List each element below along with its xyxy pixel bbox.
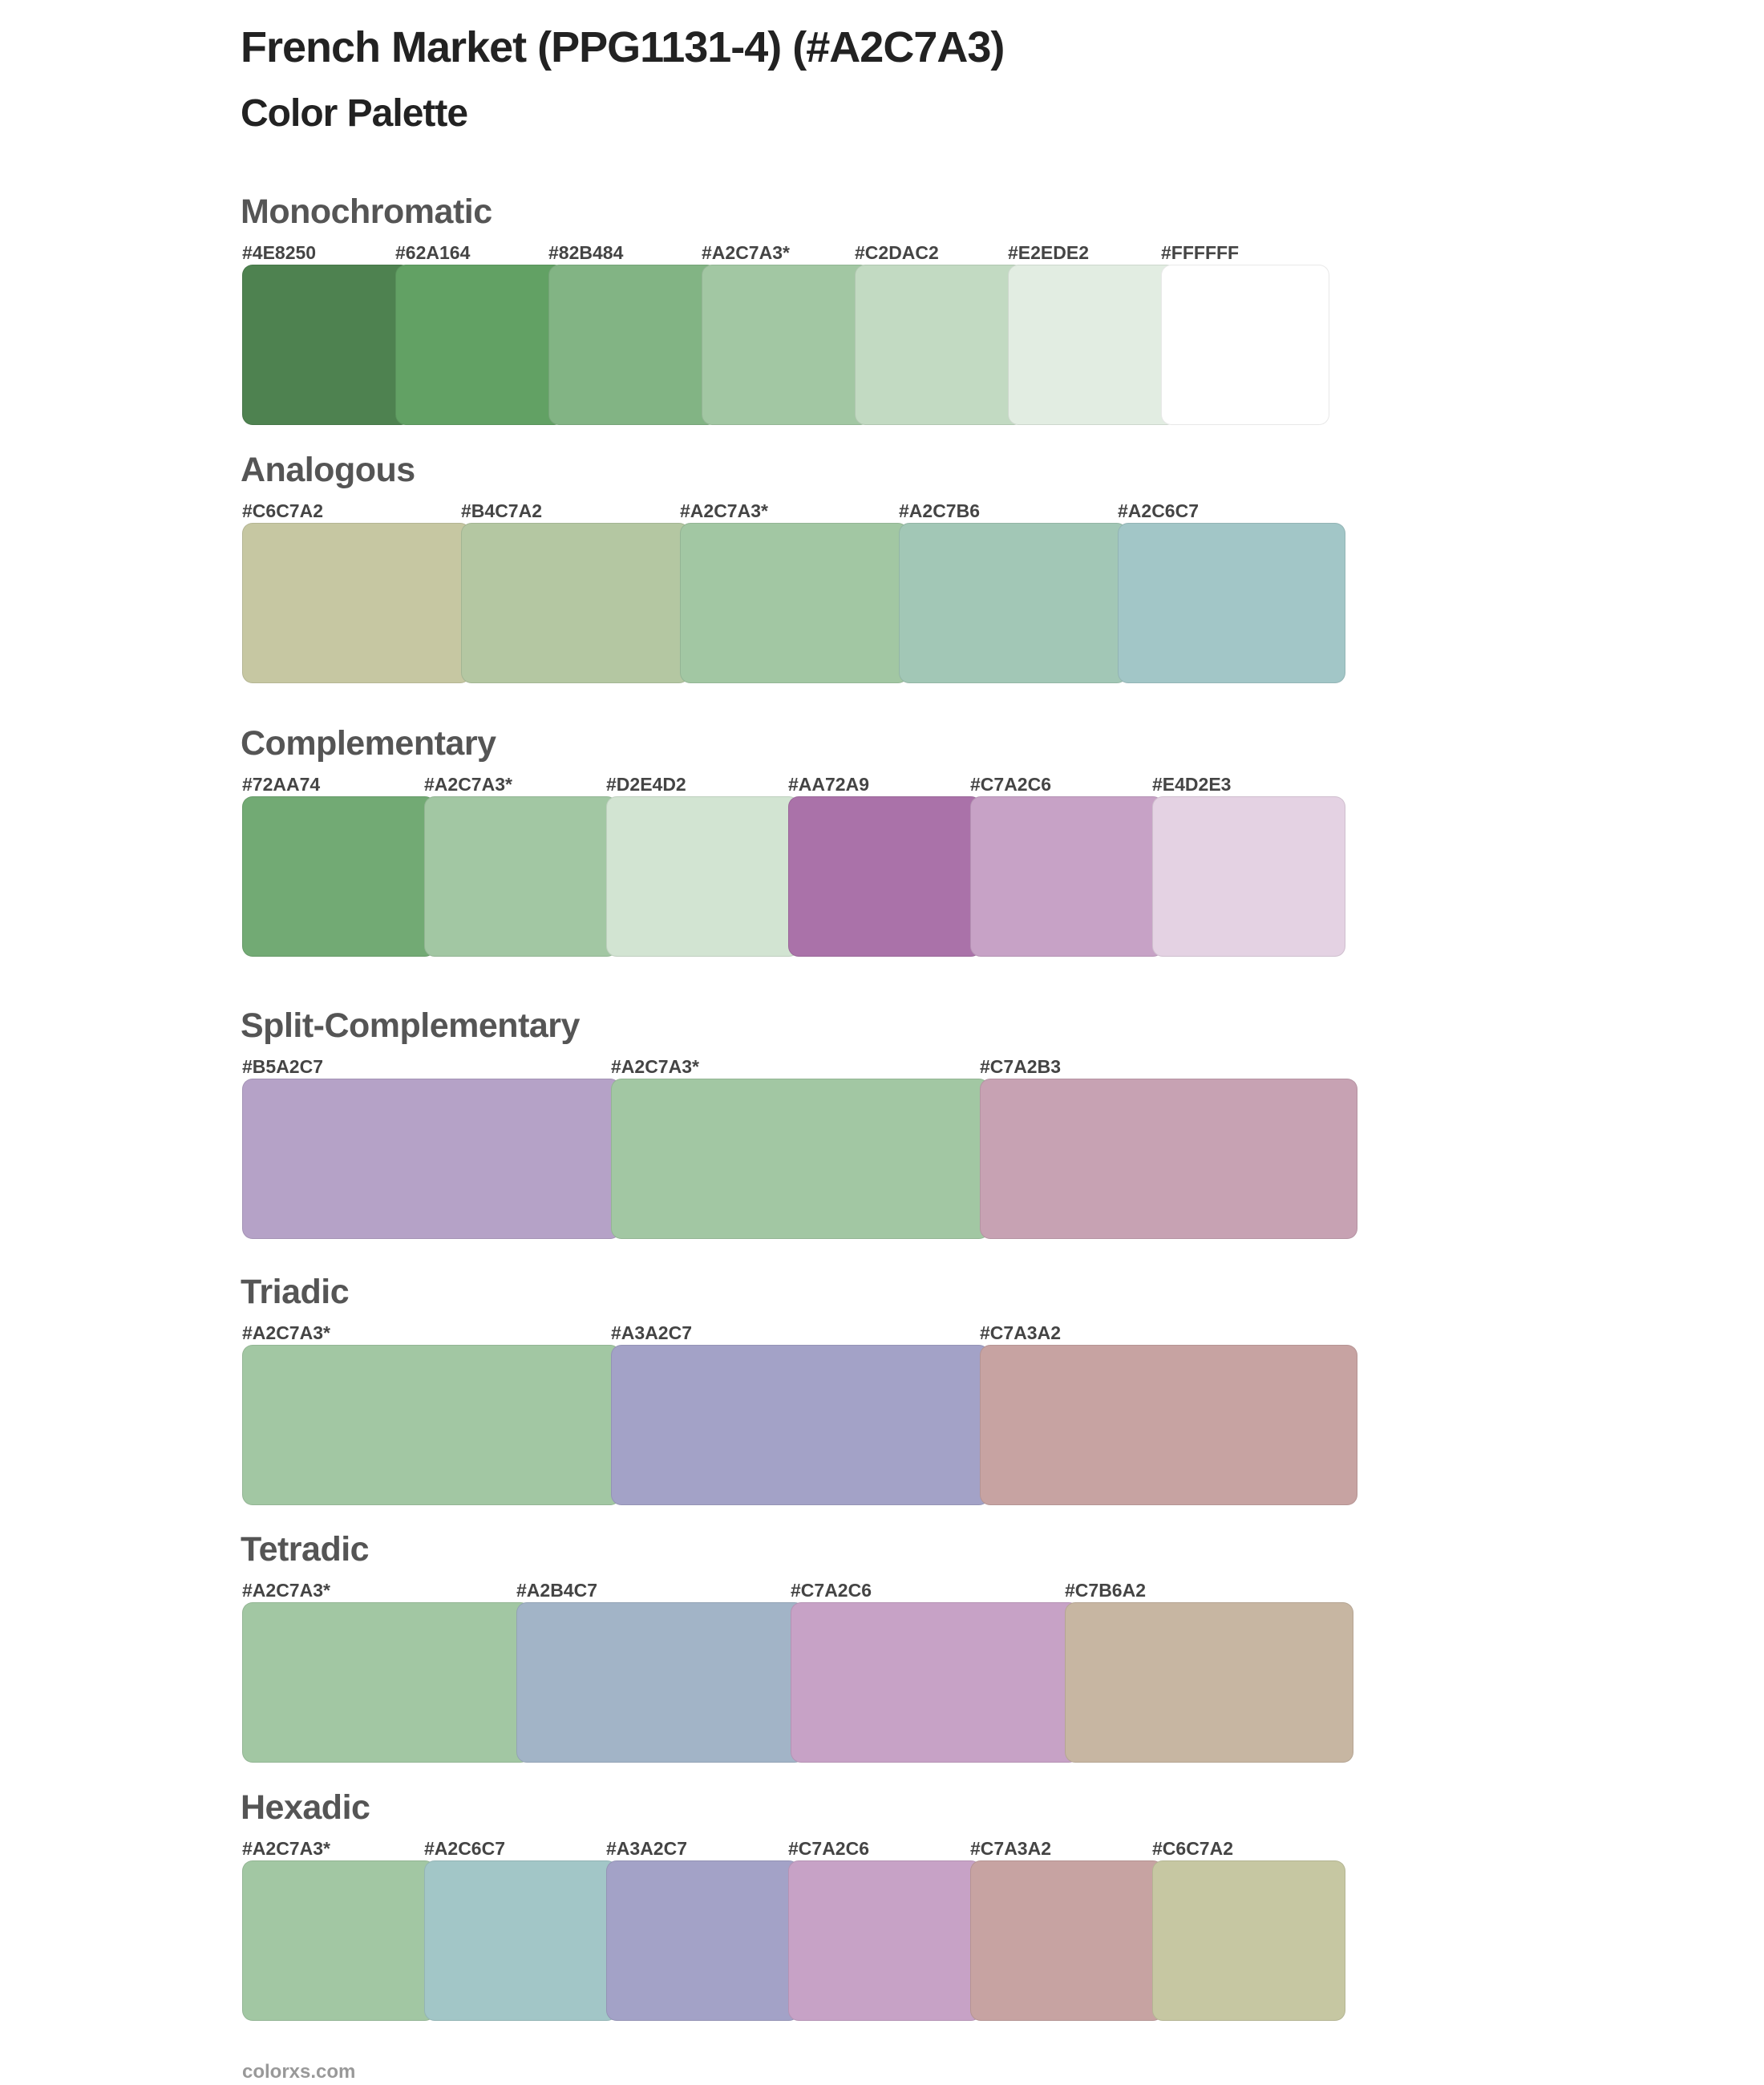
page-subtitle: Color Palette bbox=[241, 92, 468, 135]
swatch-hex-label: #A3A2C7 bbox=[611, 1322, 692, 1343]
section-heading: Monochromatic bbox=[241, 192, 492, 231]
color-swatch[interactable] bbox=[242, 1860, 435, 2021]
swatch-hex-label: #C7A2C6 bbox=[791, 1580, 872, 1601]
swatch-hex-label: #B4C7A2 bbox=[461, 500, 542, 521]
color-swatch[interactable] bbox=[242, 523, 471, 683]
color-swatch[interactable] bbox=[548, 265, 718, 425]
color-swatch[interactable] bbox=[791, 1602, 1079, 1763]
swatch-hex-label: #A2C7A3* bbox=[424, 774, 512, 795]
color-swatch[interactable] bbox=[855, 265, 1024, 425]
section-heading: Triadic bbox=[241, 1273, 350, 1311]
color-swatch[interactable] bbox=[970, 796, 1163, 957]
swatch-hex-label: #A2C7A3* bbox=[242, 1838, 330, 1859]
swatch-hex-label: #AA72A9 bbox=[788, 774, 869, 795]
color-swatch[interactable] bbox=[424, 1860, 617, 2021]
color-swatch[interactable] bbox=[788, 1860, 981, 2021]
color-swatch[interactable] bbox=[899, 523, 1127, 683]
swatch-hex-label: #FFFFFF bbox=[1161, 242, 1240, 263]
color-swatch[interactable] bbox=[788, 796, 981, 957]
swatch-hex-label: #D2E4D2 bbox=[606, 774, 686, 795]
swatch-hex-label: #C7B6A2 bbox=[1065, 1580, 1146, 1601]
color-swatch[interactable] bbox=[1152, 796, 1345, 957]
swatch-hex-label: #A2C6C7 bbox=[424, 1838, 505, 1859]
section-heading: Split-Complementary bbox=[241, 1006, 580, 1045]
color-swatch[interactable] bbox=[461, 523, 690, 683]
swatch-hex-label: #A2C6C7 bbox=[1118, 500, 1199, 521]
swatch-hex-label: #C7A2C6 bbox=[970, 774, 1051, 795]
color-swatch[interactable] bbox=[242, 265, 411, 425]
color-swatch[interactable] bbox=[1008, 265, 1177, 425]
swatch-hex-label: #A2C7A3* bbox=[702, 242, 790, 263]
page-title: French Market (PPG1131-4) (#A2C7A3) bbox=[241, 23, 1005, 71]
section-heading: Tetradic bbox=[241, 1530, 370, 1569]
color-swatch[interactable] bbox=[980, 1345, 1357, 1505]
section-heading: Analogous bbox=[241, 451, 415, 489]
swatch-hex-label: #A2C7A3* bbox=[242, 1580, 330, 1601]
color-swatch[interactable] bbox=[702, 265, 871, 425]
swatch-hex-label: #A2C7A3* bbox=[680, 500, 768, 521]
swatch-hex-label: #C2DAC2 bbox=[855, 242, 939, 263]
swatch-hex-label: #E2EDE2 bbox=[1008, 242, 1090, 263]
color-swatch[interactable] bbox=[980, 1079, 1357, 1239]
section-heading: Hexadic bbox=[241, 1788, 370, 1827]
swatch-hex-label: #A2C7B6 bbox=[899, 500, 980, 521]
color-swatch[interactable] bbox=[242, 796, 435, 957]
section-heading: Complementary bbox=[241, 724, 496, 763]
color-swatch[interactable] bbox=[1161, 265, 1329, 425]
swatch-hex-label: #E4D2E3 bbox=[1152, 774, 1232, 795]
swatch-hex-label: #C7A3A2 bbox=[980, 1322, 1061, 1343]
swatch-hex-label: #62A164 bbox=[395, 242, 471, 263]
swatch-hex-label: #82B484 bbox=[548, 242, 624, 263]
footer-site-link[interactable]: colorxs.com bbox=[242, 2061, 356, 2083]
color-swatch[interactable] bbox=[242, 1079, 621, 1239]
color-swatch[interactable] bbox=[395, 265, 564, 425]
color-swatch[interactable] bbox=[516, 1602, 805, 1763]
swatch-hex-label: #A3A2C7 bbox=[606, 1838, 687, 1859]
swatch-hex-label: #4E8250 bbox=[242, 242, 317, 263]
swatch-hex-label: #C7A3A2 bbox=[970, 1838, 1051, 1859]
swatch-hex-label: #B5A2C7 bbox=[242, 1056, 323, 1077]
color-swatch[interactable] bbox=[611, 1079, 989, 1239]
swatch-hex-label: #72AA74 bbox=[242, 774, 321, 795]
color-swatch[interactable] bbox=[242, 1602, 531, 1763]
color-swatch[interactable] bbox=[242, 1345, 621, 1505]
color-swatch[interactable] bbox=[606, 1860, 799, 2021]
color-swatch[interactable] bbox=[1065, 1602, 1353, 1763]
color-swatch[interactable] bbox=[970, 1860, 1163, 2021]
swatch-hex-label: #A2C7A3* bbox=[242, 1322, 330, 1343]
color-swatch[interactable] bbox=[606, 796, 799, 957]
swatch-hex-label: #C7A2B3 bbox=[980, 1056, 1061, 1077]
swatch-hex-label: #C7A2C6 bbox=[788, 1838, 869, 1859]
color-swatch[interactable] bbox=[424, 796, 617, 957]
swatch-hex-label: #C6C7A2 bbox=[242, 500, 323, 521]
color-swatch[interactable] bbox=[611, 1345, 989, 1505]
swatch-hex-label: #A2B4C7 bbox=[516, 1580, 597, 1601]
swatch-hex-label: #C6C7A2 bbox=[1152, 1838, 1233, 1859]
color-swatch[interactable] bbox=[1118, 523, 1345, 683]
swatch-hex-label: #A2C7A3* bbox=[611, 1056, 699, 1077]
color-swatch[interactable] bbox=[1152, 1860, 1345, 2021]
color-swatch[interactable] bbox=[680, 523, 908, 683]
